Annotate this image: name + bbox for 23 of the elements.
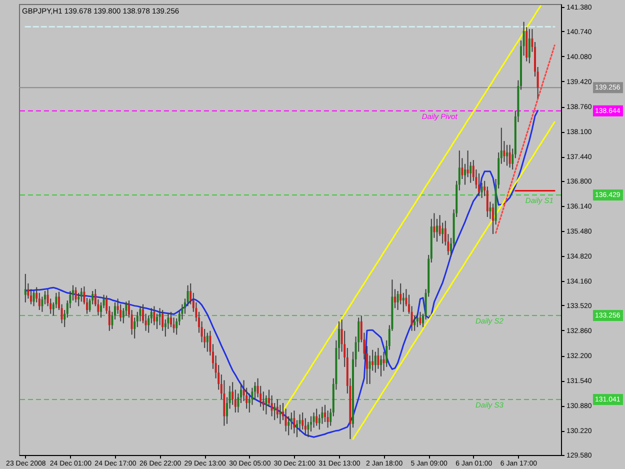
candlestick: [374, 351, 376, 374]
candlestick: [402, 292, 404, 312]
candlestick: [506, 144, 508, 166]
candlestick: [153, 306, 156, 326]
candlestick: [80, 287, 82, 302]
candlestick: [394, 288, 396, 309]
candlestick: [492, 203, 494, 235]
candlestick: [32, 290, 35, 307]
candlestick: [528, 28, 530, 64]
candlestick: [508, 144, 511, 168]
line-series: [495, 44, 556, 234]
candlestick: [24, 273, 26, 303]
candlestick: [419, 311, 422, 326]
candlestick: [74, 286, 77, 303]
candlestick: [380, 355, 382, 377]
candlestick: [312, 412, 315, 428]
line-series: [352, 121, 556, 440]
candlestick: [316, 408, 318, 426]
candlestick: [480, 182, 483, 198]
candlestick: [293, 410, 296, 434]
candlestick: [416, 313, 418, 328]
candlestick: [478, 172, 480, 197]
candlestick: [206, 332, 208, 352]
